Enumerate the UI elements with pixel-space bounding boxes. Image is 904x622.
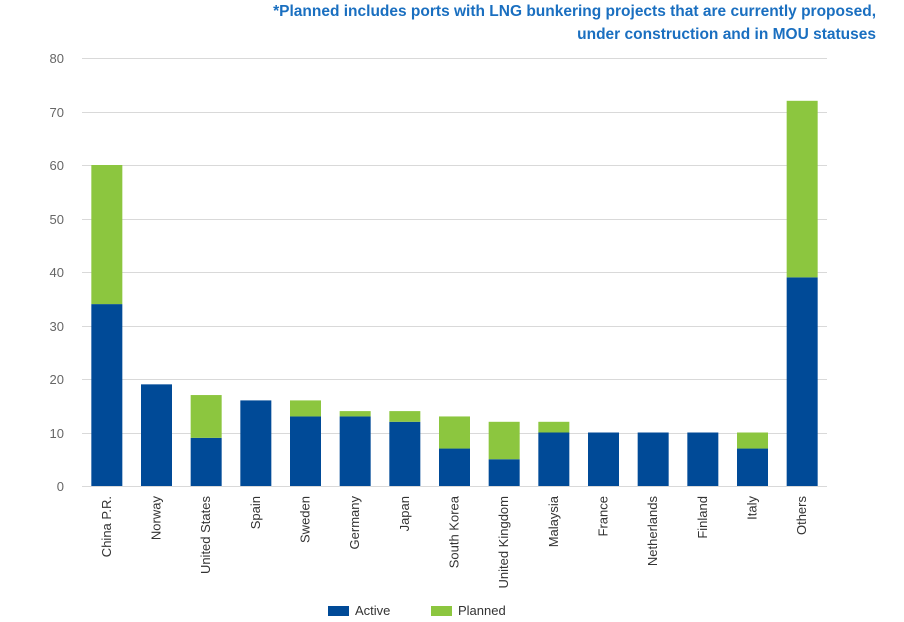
bar-active-france — [588, 432, 619, 486]
x-tick-label-china-p-r-: China P.R. — [99, 496, 114, 557]
x-tick-label-spain: Spain — [248, 496, 263, 529]
y-tick-label-70: 70 — [50, 105, 64, 120]
bar-active-united-kingdom — [488, 459, 520, 486]
x-tick-label-norway: Norway — [149, 496, 164, 541]
x-tick-label-netherlands: Netherlands — [645, 496, 660, 567]
x-tick-label-united-kingdom: United Kingdom — [496, 496, 511, 589]
bar-planned-south-korea — [439, 416, 470, 449]
legend-label-planned: Planned — [458, 603, 506, 618]
x-tick-label-finland: Finland — [695, 496, 710, 539]
y-tick-label-20: 20 — [50, 372, 64, 387]
x-tick-label-united-states: United States — [198, 496, 213, 575]
legend-item-planned: Planned — [431, 603, 506, 618]
bar-planned-united-states — [190, 395, 222, 438]
bar-planned-sweden — [290, 400, 321, 417]
bar-active-japan — [389, 421, 421, 486]
stacked-bar-chart: 0 10 20 30 40 50 60 70 80 China P.R. Norway United … — [50, 51, 827, 589]
bar-planned-malaysia — [538, 421, 570, 433]
x-tick-label-germany: Germany — [347, 496, 362, 550]
bar-active-italy — [737, 448, 768, 486]
bar-planned-others — [786, 100, 818, 278]
bar-active-others — [786, 277, 818, 486]
legend-swatch-planned — [431, 605, 452, 616]
x-tick-label-others: Others — [794, 496, 809, 536]
bar-planned-germany — [339, 411, 371, 417]
bar-active-china-p-r- — [91, 304, 123, 486]
bar-active-finland — [687, 432, 719, 486]
bar-active-south-korea — [439, 448, 470, 486]
y-tick-label-60: 60 — [50, 158, 64, 173]
x-tick-label-malaysia: Malaysia — [546, 495, 561, 547]
x-tick-label-south-korea: South Korea — [447, 495, 462, 568]
legend-item-active: Active — [328, 603, 390, 618]
legend-label-active: Active — [355, 603, 391, 618]
y-tick-label-80: 80 — [50, 51, 64, 66]
bar-active-netherlands — [637, 432, 669, 486]
bar-active-malaysia — [538, 432, 570, 486]
bar-active-germany — [339, 416, 371, 486]
x-tick-label-france: France — [596, 496, 611, 536]
legend: Active Planned — [0, 603, 904, 621]
x-tick-label-italy: Italy — [745, 496, 760, 520]
bar-planned-china-p-r- — [91, 165, 123, 305]
bar-planned-united-kingdom — [488, 421, 520, 460]
footnote-line-2: under construction and in MOU statuses — [577, 26, 876, 43]
bar-planned-italy — [737, 432, 768, 449]
x-tick-label-sweden: Sweden — [298, 496, 313, 543]
bar-planned-japan — [389, 411, 421, 422]
y-tick-label-50: 50 — [50, 212, 64, 227]
bar-active-sweden — [290, 416, 321, 486]
y-tick-label-0: 0 — [57, 479, 64, 494]
legend-swatch-active — [328, 605, 349, 616]
footnote-line-1: *Planned includes ports with LNG bunkeri… — [273, 3, 876, 20]
y-tick-label-40: 40 — [50, 265, 64, 280]
bar-active-spain — [240, 400, 272, 486]
bar-active-norway — [141, 384, 172, 486]
footnote: *Planned includes ports with LNG bunkeri… — [116, 0, 876, 46]
x-tick-label-japan: Japan — [397, 496, 412, 531]
y-tick-label-30: 30 — [50, 319, 64, 334]
y-tick-label-10: 10 — [50, 426, 64, 441]
bar-active-united-states — [190, 437, 222, 486]
